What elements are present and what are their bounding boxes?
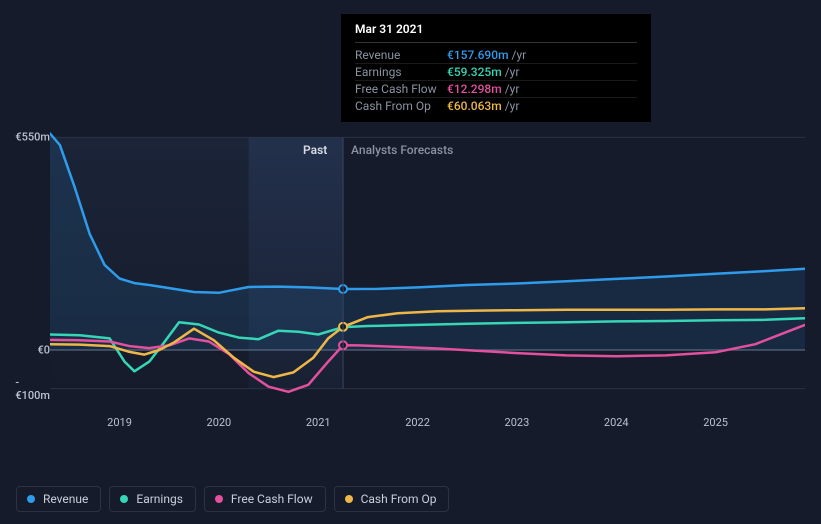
legend-dot-icon	[215, 495, 223, 503]
legend-item[interactable]: Revenue	[16, 486, 101, 512]
y-axis-label: -€100m	[15, 376, 50, 402]
tooltip-label: Cash From Op	[355, 99, 447, 113]
chart-legend: Revenue Earnings Free Cash Flow Cash From O…	[16, 486, 449, 512]
tooltip-suffix: /yr	[512, 48, 527, 62]
tooltip-row: Revenue€157.690m/yr	[355, 47, 637, 64]
tooltip-label: Earnings	[355, 65, 447, 79]
tooltip-value: €59.325m	[447, 65, 502, 79]
legend-dot-icon	[345, 495, 353, 503]
tooltip-value: €157.690m	[447, 48, 509, 62]
tooltip-label: Free Cash Flow	[355, 82, 447, 96]
legend-label: Cash From Op	[361, 492, 437, 506]
x-axis-label: 2023	[505, 416, 530, 429]
legend-label: Revenue	[43, 492, 88, 506]
x-axis-label: 2020	[207, 416, 232, 429]
earnings-chart: €550m €0 -€100m 2019 2020 2021 2022 2023 2024 20…	[16, 118, 805, 456]
chart-plot	[50, 118, 805, 418]
x-axis-label: 2024	[604, 416, 629, 429]
legend-item[interactable]: Earnings	[109, 486, 196, 512]
tooltip-row: Cash From Op€60.063m/yr	[355, 98, 637, 114]
region-label-past: Past	[303, 143, 335, 157]
tooltip-suffix: /yr	[505, 82, 520, 96]
tooltip-row: Earnings€59.325m/yr	[355, 64, 637, 81]
x-axis-label: 2022	[405, 416, 430, 429]
tooltip-suffix: /yr	[505, 99, 520, 113]
tooltip-suffix: /yr	[505, 65, 520, 79]
legend-label: Free Cash Flow	[231, 492, 313, 506]
x-axis-label: 2025	[703, 416, 728, 429]
y-axis-label: €550m	[15, 131, 50, 144]
tooltip-date: Mar 31 2021	[355, 22, 637, 43]
region-label-forecast: Analysts Forecasts	[351, 143, 453, 157]
x-axis-label: 2019	[107, 416, 132, 429]
tooltip-row: Free Cash Flow€12.298m/yr	[355, 81, 637, 98]
tooltip-label: Revenue	[355, 48, 447, 62]
x-axis-label: 2021	[306, 416, 331, 429]
legend-label: Earnings	[136, 492, 183, 506]
legend-dot-icon	[120, 495, 128, 503]
tooltip-value: €60.063m	[447, 99, 502, 113]
legend-item[interactable]: Free Cash Flow	[204, 486, 326, 512]
legend-dot-icon	[27, 495, 35, 503]
chart-tooltip: Mar 31 2021 Revenue€157.690m/yrEarnings€…	[341, 14, 651, 122]
tooltip-value: €12.298m	[447, 82, 502, 96]
legend-item[interactable]: Cash From Op	[334, 486, 450, 512]
y-axis-label: €0	[37, 344, 50, 357]
